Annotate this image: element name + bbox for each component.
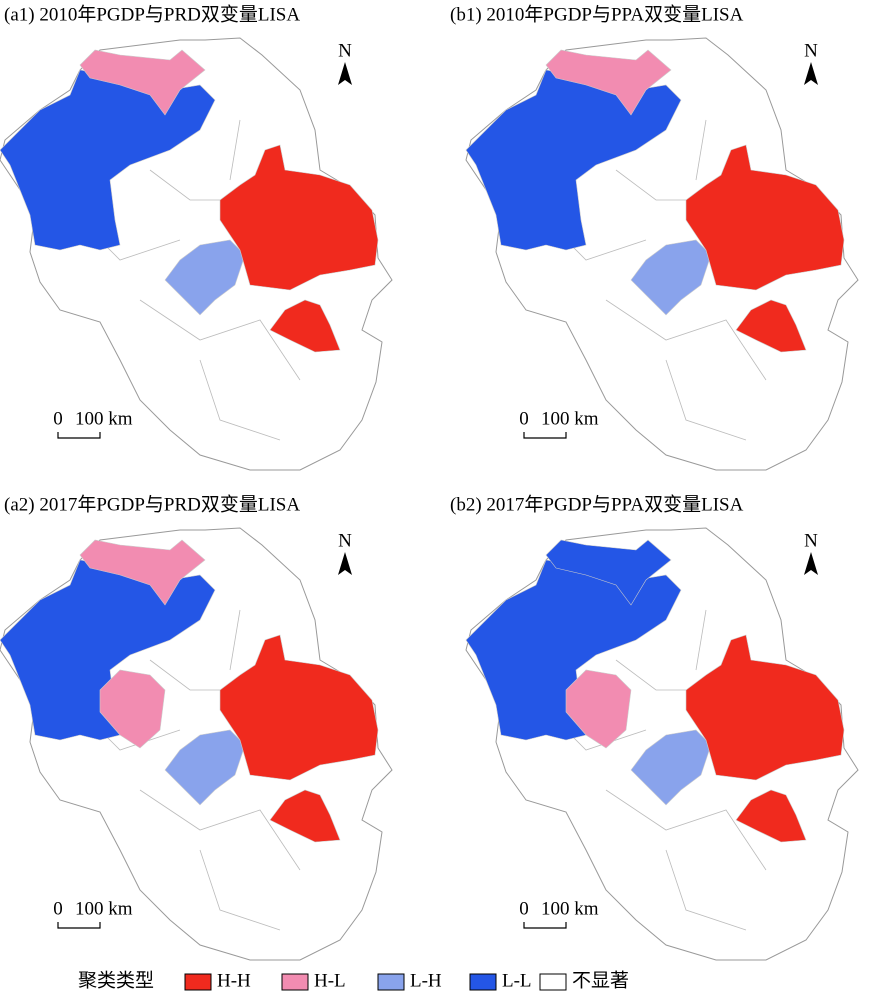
boundary [615, 169, 686, 201]
boundary [665, 849, 747, 931]
boundary [695, 609, 707, 671]
north-arrow [804, 62, 818, 85]
cluster-region [269, 789, 341, 843]
north-label: N [804, 40, 818, 61]
scale-zero: 0 [53, 408, 63, 429]
cluster-region [685, 144, 845, 291]
cluster-region [545, 539, 672, 606]
scale-zero: 0 [519, 898, 529, 919]
boundary [229, 609, 241, 671]
panel-title: (a1) 2010年PGDP与PRD双变量LISA [4, 3, 300, 25]
legend-label: 不显著 [572, 969, 629, 991]
cluster-region [735, 299, 807, 353]
cluster-region [219, 634, 379, 781]
cluster-region [685, 634, 845, 781]
map-panel: (b1) 2010年PGDP与PPA双变量LISA N 0 100 km [450, 3, 859, 471]
legend-swatch [469, 973, 497, 991]
north-arrow [804, 552, 818, 575]
map: N 0 100 km [465, 37, 859, 471]
scale-bar [523, 432, 567, 439]
boundary [199, 359, 281, 441]
scale-zero: 0 [519, 408, 529, 429]
cluster-region [164, 239, 246, 316]
cluster-region [630, 239, 712, 316]
legend-label: H-L [314, 970, 346, 991]
north-arrow [338, 62, 352, 85]
cluster-region [735, 789, 807, 843]
legend-swatch [377, 973, 405, 991]
scale-bar [523, 922, 567, 929]
panel-title: (b2) 2017年PGDP与PPA双变量LISA [450, 493, 744, 515]
north-label: N [338, 40, 352, 61]
boundary [229, 119, 241, 181]
boundary [605, 299, 767, 381]
boundary [605, 789, 767, 871]
map: N 0 100 km [0, 37, 393, 471]
scale-zero: 0 [53, 898, 63, 919]
scale-bar [57, 922, 101, 929]
boundary [149, 169, 220, 201]
cluster-region [269, 299, 341, 353]
north-label: N [338, 530, 352, 551]
cluster-region [164, 729, 246, 806]
panel-title: (a2) 2017年PGDP与PRD双变量LISA [4, 493, 300, 515]
scale-label: 100 km [75, 898, 133, 919]
legend-label: H-H [217, 970, 251, 991]
legend-swatch [281, 973, 309, 991]
map-panel: (b2) 2017年PGDP与PPA双变量LISA N 0 100 km [450, 493, 859, 961]
map-panel: (a2) 2017年PGDP与PRD双变量LISA N 0 100 km [0, 493, 393, 961]
scale-label: 100 km [541, 408, 599, 429]
map-panel: (a1) 2010年PGDP与PRD双变量LISA N 0 100 km [0, 3, 393, 471]
legend-label: L-H [410, 970, 442, 991]
north-arrow [338, 552, 352, 575]
scale-bar [57, 432, 101, 439]
legend-title: 聚类类型 [78, 969, 154, 991]
boundary [615, 659, 686, 691]
boundary [139, 299, 301, 381]
legend-label: L-L [502, 970, 532, 991]
scale-label: 100 km [541, 898, 599, 919]
boundary [139, 789, 301, 871]
boundary [149, 659, 220, 691]
cluster-region [79, 49, 206, 116]
north-label: N [804, 530, 818, 551]
cluster-region [565, 669, 632, 749]
cluster-region [630, 729, 712, 806]
cluster-region [545, 49, 672, 116]
cluster-region [219, 144, 379, 291]
map: N 0 100 km [0, 527, 393, 961]
boundary [199, 849, 281, 931]
panel-title: (b1) 2010年PGDP与PPA双变量LISA [450, 3, 744, 25]
scale-label: 100 km [75, 408, 133, 429]
boundary [665, 359, 747, 441]
cluster-region [79, 539, 206, 606]
legend-swatch [184, 973, 212, 991]
boundary [695, 119, 707, 181]
cluster-region [99, 669, 166, 749]
map: N 0 100 km [465, 527, 859, 961]
legend-swatch [539, 973, 567, 991]
